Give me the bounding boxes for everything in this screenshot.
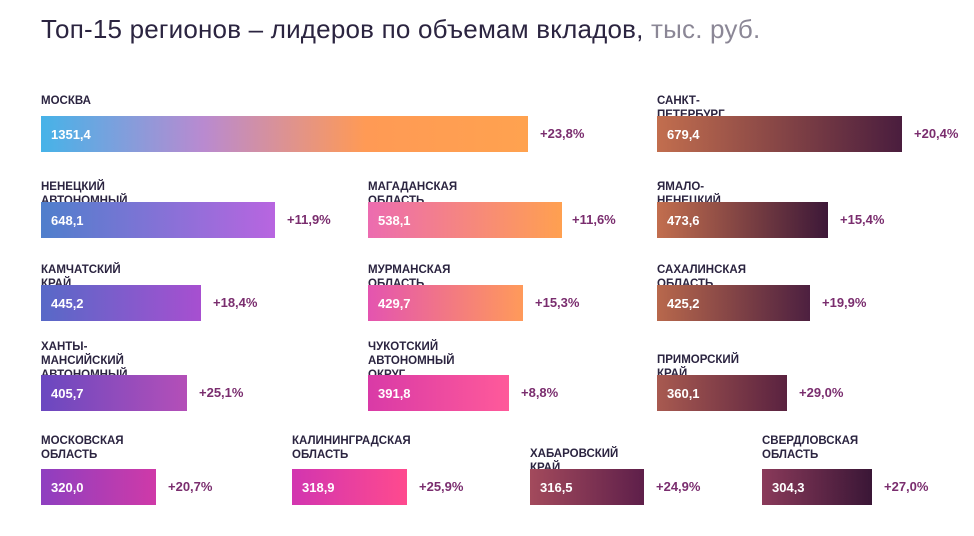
growth-percent-label: +25,9% xyxy=(419,479,464,494)
bar-value-label: 429,7 xyxy=(378,295,411,311)
chart-title: Топ-15 регионов – лидеров по объемам вкл… xyxy=(41,14,760,45)
growth-percent-label: +29,0% xyxy=(799,385,844,400)
growth-percent-label: +25,1% xyxy=(199,385,244,400)
bar-value-label: 679,4 xyxy=(667,126,700,142)
bar-value-label: 304,3 xyxy=(772,479,805,495)
value-bar: 473,6 xyxy=(657,202,828,238)
growth-percent-label: +11,6% xyxy=(572,212,616,227)
bar-value-label: 360,1 xyxy=(667,385,700,401)
bar-value-label: 473,6 xyxy=(667,212,700,228)
bar-value-label: 538,1 xyxy=(378,212,411,228)
value-bar: 538,1 xyxy=(368,202,562,238)
bar-value-label: 391,8 xyxy=(378,385,411,401)
region-label: СВЕРДЛОВСКАЯ ОБЛАСТЬ xyxy=(762,435,859,461)
bar-value-label: 445,2 xyxy=(51,295,84,311)
bar-value-label: 1351,4 xyxy=(51,126,91,142)
growth-percent-label: +18,4% xyxy=(213,295,258,310)
growth-percent-label: +24,9% xyxy=(656,479,701,494)
value-bar: 320,0 xyxy=(41,469,156,505)
bar-value-label: 648,1 xyxy=(51,212,84,228)
bar-value-label: 316,5 xyxy=(540,479,573,495)
value-bar: 429,7 xyxy=(368,285,523,321)
bar-value-label: 425,2 xyxy=(667,295,700,311)
title-main: Топ-15 регионов – лидеров по объемам вкл… xyxy=(41,14,644,44)
growth-percent-label: +27,0% xyxy=(884,479,929,494)
growth-percent-label: +23,8% xyxy=(540,126,585,141)
growth-percent-label: +8,8% xyxy=(521,385,559,400)
region-label: МОСКВА xyxy=(41,95,91,107)
growth-percent-label: +15,3% xyxy=(535,295,580,310)
value-bar: 304,3 xyxy=(762,469,872,505)
growth-percent-label: +20,7% xyxy=(168,479,213,494)
bar-value-label: 318,9 xyxy=(302,479,335,495)
value-bar: 318,9 xyxy=(292,469,407,505)
growth-percent-label: +19,9% xyxy=(822,295,867,310)
value-bar: 679,4 xyxy=(657,116,902,152)
value-bar: 425,2 xyxy=(657,285,810,321)
bar-value-label: 320,0 xyxy=(51,479,84,495)
value-bar: 316,5 xyxy=(530,469,644,505)
region-label: МОСКОВСКАЯ ОБЛАСТЬ xyxy=(41,435,124,461)
value-bar: 1351,4 xyxy=(41,116,528,152)
growth-percent-label: +11,9% xyxy=(287,212,331,227)
region-label: КАЛИНИНГРАДСКАЯ ОБЛАСТЬ xyxy=(292,435,411,461)
bar-value-label: 405,7 xyxy=(51,385,84,401)
title-unit: тыс. руб. xyxy=(651,14,761,44)
value-bar: 391,8 xyxy=(368,375,509,411)
growth-percent-label: +20,4% xyxy=(914,126,959,141)
value-bar: 445,2 xyxy=(41,285,201,321)
value-bar: 405,7 xyxy=(41,375,187,411)
value-bar: 648,1 xyxy=(41,202,275,238)
growth-percent-label: +15,4% xyxy=(840,212,885,227)
value-bar: 360,1 xyxy=(657,375,787,411)
